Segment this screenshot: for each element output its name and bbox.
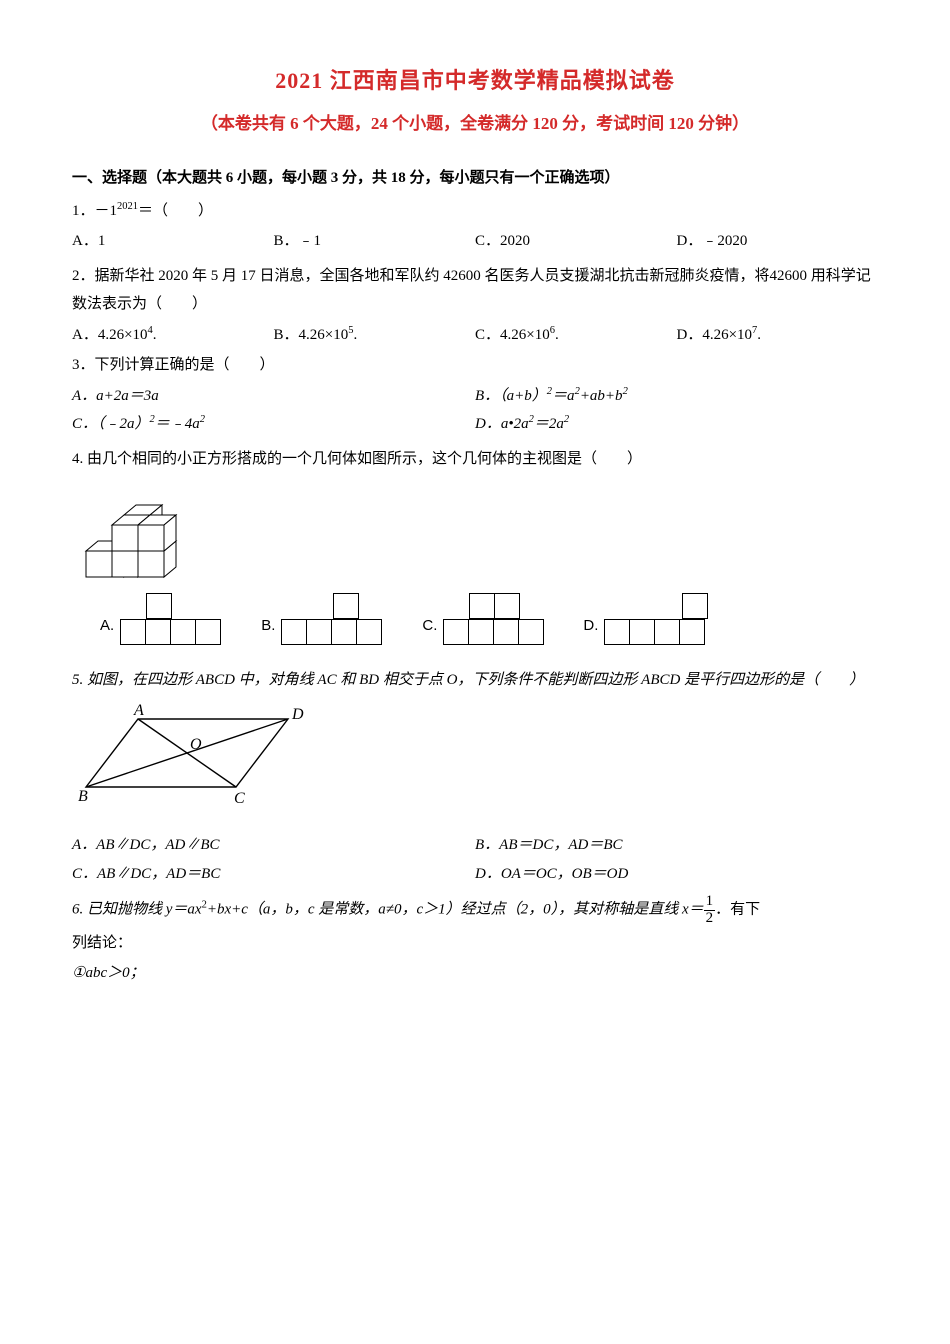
q3c-pre: C．（﹣2a） (72, 416, 150, 432)
q2c-post: . (555, 327, 559, 343)
q4-option-c-cell: C. (394, 593, 545, 644)
q2b-pre: B．4.26×10 (274, 327, 349, 343)
q6-post: ．有下 (715, 902, 760, 918)
q1-exponent: 2021 (117, 201, 138, 212)
q3-options-row1: A．a+2a＝3a B．（a+b）2＝a2+ab+b2 (72, 382, 878, 411)
q6-fraction: 12 (704, 894, 716, 927)
exam-subtitle: （本卷共有 6 个大题，24 个小题，全卷满分 120 分，考试时间 120 分… (72, 108, 878, 140)
q5-pt-d: D (291, 706, 304, 723)
question-2: 2．据新华社 2020 年 5 月 17 日消息，全国各地和军队约 42600 … (72, 262, 878, 319)
section-1-head: 一、选择题（本大题共 6 小题，每小题 3 分，共 18 分，每小题只有一个正确… (72, 164, 878, 193)
q4-option-b-cell: B. (233, 593, 384, 644)
q2-option-c: C．4.26×106. (475, 321, 677, 350)
q3c-e2: 2 (200, 414, 205, 425)
q6-line3: ①abc＞0； (72, 959, 878, 988)
q4-label-a: A. (100, 612, 114, 641)
q2-option-a: A．4.26×104. (72, 321, 274, 350)
q1-option-b: B．﹣1 (274, 227, 476, 256)
parallelogram-icon: A D B C O (78, 701, 318, 811)
q2c-pre: C．4.26×10 (475, 327, 550, 343)
q3b-mid: ＝a (552, 388, 575, 404)
q2d-post: . (757, 327, 761, 343)
q4-label-d: D. (583, 612, 598, 641)
q3b-e3: 2 (623, 386, 628, 397)
q6-pre: 6. 已知抛物线 y＝ax (72, 902, 202, 918)
q4-view-c (443, 593, 545, 644)
q2a-pre: A．4.26×10 (72, 327, 148, 343)
q5-option-c: C．AB∥DC，AD＝BC (72, 860, 475, 889)
q6-mid: +bx+c（a，b，c 是常数，a≠0，c＞1）经过点（2，0），其对称轴是直线… (207, 902, 704, 918)
q3c-mid: ＝﹣4a (155, 416, 200, 432)
q5-pt-c: C (234, 790, 245, 807)
q5-figure: A D B C O (78, 701, 878, 822)
q5-options-row2: C．AB∥DC，AD＝BC D．OA＝OC，OB＝OD (72, 860, 878, 889)
q3b-pre: B．（a+b） (475, 388, 547, 404)
q1-stem-suffix: ＝（ ） (138, 203, 213, 219)
q1-options: A．1 B．﹣1 C．2020 D．﹣2020 (72, 227, 878, 256)
q3-option-d: D．a•2a2＝2a2 (475, 410, 878, 439)
q3-options-row2: C．（﹣2a）2＝﹣4a2 D．a•2a2＝2a2 (72, 410, 878, 439)
q2a-post: . (153, 327, 157, 343)
q1-option-c: C．2020 (475, 227, 677, 256)
q3d-pre: D．a•2a (475, 416, 529, 432)
q2-option-b: B．4.26×105. (274, 321, 476, 350)
q3b-mid2: +ab+b (580, 388, 623, 404)
cube-isometric-icon (76, 479, 196, 579)
q5-pt-o: O (190, 736, 202, 753)
question-5: 5. 如图，在四边形 ABCD 中，对角线 AC 和 BD 相交于点 O，下列条… (72, 666, 878, 695)
q6-frac-den: 2 (704, 911, 716, 927)
question-4: 4. 由几个相同的小正方形搭成的一个几何体如图所示，这个几何体的主视图是（ ） (72, 445, 878, 474)
q6-line2: 列结论： (72, 929, 878, 958)
q6-frac-num: 1 (704, 894, 716, 911)
exam-title: 2021 江西南昌市中考数学精品模拟试卷 (72, 60, 878, 102)
q4-view-d (604, 593, 707, 644)
q4-view-a (120, 593, 223, 644)
q5-option-b: B．AB＝DC，AD＝BC (475, 831, 878, 860)
q2-option-d: D．4.26×107. (677, 321, 879, 350)
question-3: 3．下列计算正确的是（ ） (72, 351, 878, 380)
q1-stem-prefix: 1．－1 (72, 203, 117, 219)
q5-stem: 5. 如图，在四边形 ABCD 中，对角线 AC 和 BD 相交于点 O，下列条… (72, 672, 864, 688)
q2-options: A．4.26×104. B．4.26×105. C．4.26×106. D．4.… (72, 321, 878, 350)
q4-option-d-cell: D. (555, 593, 707, 644)
q2b-post: . (353, 327, 357, 343)
q4-option-a-cell: A. (72, 593, 223, 644)
q5-pt-a: A (133, 702, 144, 719)
q4-view-b (281, 593, 384, 644)
q5-pt-b: B (78, 788, 88, 805)
q3-option-a: A．a+2a＝3a (72, 382, 475, 411)
q3-option-b: B．（a+b）2＝a2+ab+b2 (475, 382, 878, 411)
q1-option-d: D．﹣2020 (677, 227, 879, 256)
q1-option-a: A．1 (72, 227, 274, 256)
q4-isometric-figure (72, 479, 878, 579)
q3d-e2: 2 (564, 414, 569, 425)
q4-label-b: B. (261, 612, 275, 641)
q5-options-row1: A．AB∥DC，AD∥BC B．AB＝DC，AD＝BC (72, 831, 878, 860)
q5-option-d: D．OA＝OC，OB＝OD (475, 860, 878, 889)
q4-label-c: C. (422, 612, 437, 641)
q4-options: A. B. C. D. (72, 593, 878, 644)
q2d-pre: D．4.26×10 (677, 327, 753, 343)
question-6: 6. 已知抛物线 y＝ax 2+bx+c（a，b，c 是常数，a≠0，c＞1）经过… (72, 894, 878, 927)
q3d-mid: ＝2a (534, 416, 564, 432)
q5-option-a: A．AB∥DC，AD∥BC (72, 831, 475, 860)
q3-option-c: C．（﹣2a）2＝﹣4a2 (72, 410, 475, 439)
question-1: 1．－12021＝（ ） (72, 197, 878, 226)
